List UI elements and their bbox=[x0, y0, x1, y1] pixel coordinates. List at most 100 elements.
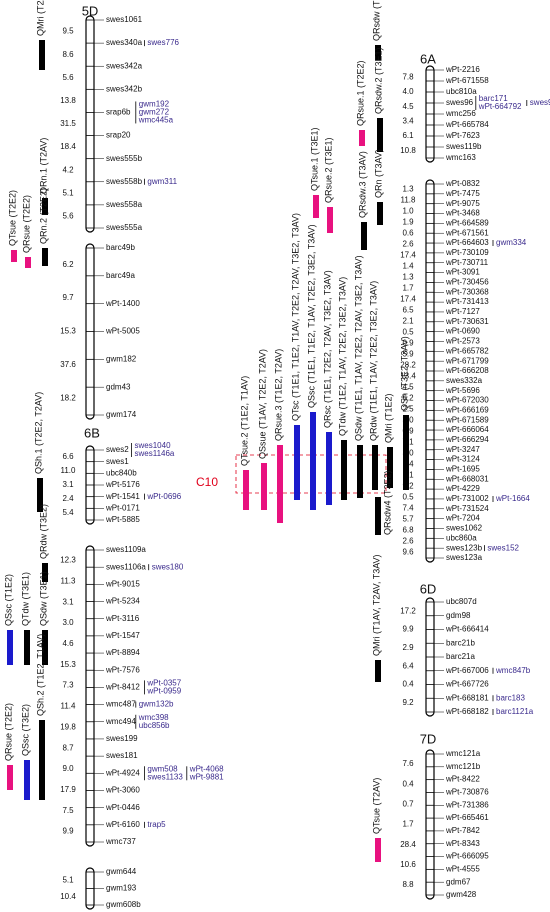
marker-name: wPt-3060 bbox=[105, 786, 140, 795]
chromosome-name: 6D bbox=[420, 581, 437, 596]
marker-name: wPt-668031 bbox=[445, 474, 489, 483]
marker-name: swes123a bbox=[446, 553, 483, 562]
marker-name: gwm193 bbox=[106, 884, 137, 893]
qtl-label: QRsue.1 (T2E2) bbox=[355, 60, 365, 126]
marker-name: wPt-5885 bbox=[105, 515, 140, 524]
chromosome-name: 5D bbox=[82, 3, 99, 18]
interval-distance: 7.3 bbox=[62, 681, 74, 690]
marker-note: gwm334 bbox=[496, 238, 527, 247]
marker-note: barc171 bbox=[479, 94, 508, 103]
qtl-label: QRsdw.2 (T3E1) bbox=[373, 47, 383, 114]
marker-name: wPt-8894 bbox=[105, 648, 140, 657]
qtl-label: QSh.2 (T1E2, T1AV) bbox=[35, 634, 45, 716]
marker-name: wPt-667726 bbox=[445, 680, 489, 689]
qtl-label: QSh (T3E2, T3AV) bbox=[399, 336, 409, 411]
marker-name: swes1106a bbox=[106, 562, 146, 571]
marker-name: wPt-5176 bbox=[105, 480, 140, 489]
qtl-bar bbox=[326, 432, 332, 505]
marker-note: wmc445a bbox=[138, 116, 174, 125]
region-label: C10 bbox=[196, 475, 218, 489]
interval-distance: 15.3 bbox=[60, 327, 76, 336]
qtl-bar bbox=[42, 198, 48, 215]
marker-name: wPt-671558 bbox=[445, 76, 489, 85]
interval-distance: 6.8 bbox=[402, 526, 414, 535]
marker-name: wPt-666169 bbox=[445, 405, 489, 414]
marker-name: barc21a bbox=[446, 652, 475, 661]
chromosome bbox=[85, 15, 95, 233]
marker-name: wPt-7475 bbox=[445, 189, 480, 198]
interval-distance: 9.5 bbox=[62, 27, 74, 36]
qtl-label: QRsue.2 (T3E1) bbox=[323, 137, 333, 203]
qtl-label: QTsue.2 (T1E2, T1AV) bbox=[239, 376, 249, 466]
marker-name: wPt-671561 bbox=[445, 228, 489, 237]
interval-distance: 2.5 bbox=[402, 405, 414, 414]
marker-name: wPt-5005 bbox=[105, 327, 140, 336]
marker-name: srap6b bbox=[106, 108, 131, 117]
marker-name: wPt-8422 bbox=[445, 775, 480, 784]
interval-distance: 8.7 bbox=[62, 743, 74, 752]
chromosome-name: 6B bbox=[84, 425, 100, 440]
interval-distance: 1.7 bbox=[402, 284, 414, 293]
marker-name: gwm608b bbox=[106, 900, 141, 909]
qtl-bar bbox=[11, 250, 17, 262]
interval-distance: 0.4 bbox=[402, 680, 414, 689]
marker-name: swes181 bbox=[106, 751, 138, 760]
marker-name: wPt-1695 bbox=[445, 465, 480, 474]
marker-name: wPt-730456 bbox=[445, 278, 489, 287]
marker-name: swes558b bbox=[106, 177, 143, 186]
qtl-bar bbox=[377, 118, 383, 152]
marker-name: wPt-664589 bbox=[445, 218, 489, 227]
marker-name: wPt-5234 bbox=[105, 597, 140, 606]
qtl-label: QRsue.3 (T1E2, T2AV) bbox=[273, 349, 283, 441]
marker-name: ubc807d bbox=[446, 597, 477, 606]
qtl-bar bbox=[42, 248, 48, 266]
interval-distance: 8.6 bbox=[62, 50, 74, 59]
interval-distance: 9.6 bbox=[402, 548, 414, 557]
marker-note: gwm132b bbox=[139, 700, 174, 709]
marker-name: wPt-668182 bbox=[445, 707, 489, 716]
marker-name: barc49a bbox=[106, 271, 135, 280]
qtl-label: QSh.1 (T2E2, T2AV) bbox=[33, 392, 43, 474]
qtl-label: QMri (T2AV) bbox=[35, 0, 45, 36]
marker-name: wPt-665782 bbox=[445, 346, 489, 355]
interval-distance: 37.6 bbox=[60, 360, 76, 369]
qtl-bar bbox=[375, 838, 381, 862]
interval-distance: 4.5 bbox=[402, 102, 414, 111]
marker-note: swes180 bbox=[152, 562, 184, 571]
interval-distance: 9.9 bbox=[402, 625, 414, 634]
interval-distance: 9.0 bbox=[62, 764, 74, 773]
marker-name: wPt-730631 bbox=[445, 317, 489, 326]
qtl-bar bbox=[37, 478, 43, 512]
qtl-label: QRn (T3AV) bbox=[373, 149, 383, 198]
interval-distance: 6.1 bbox=[402, 131, 414, 140]
interval-distance: 11.0 bbox=[61, 466, 77, 475]
chromosome-name: 7D bbox=[420, 731, 437, 746]
marker-name: wPt-2216 bbox=[445, 65, 480, 74]
qtl-label: QRdw (T1E1, T1AV, T2E2, T3E2, T3AV) bbox=[368, 281, 378, 441]
marker-name: wPt-7204 bbox=[445, 514, 480, 523]
marker-note: barc1121a bbox=[496, 707, 534, 716]
qtl-bar bbox=[313, 195, 319, 218]
marker-name: ubc840b bbox=[106, 468, 137, 477]
marker-name: wmc121a bbox=[445, 749, 481, 758]
marker-note: ubc856b bbox=[139, 721, 170, 730]
marker-note: wPt-1664 bbox=[495, 494, 530, 503]
interval-distance: 0.5 bbox=[402, 328, 414, 337]
marker-name: wPt-664603 bbox=[445, 238, 489, 247]
marker-name: swes332a bbox=[446, 376, 483, 385]
qtl-bar bbox=[25, 257, 31, 268]
marker-note: gwm192 bbox=[139, 100, 170, 109]
interval-distance: 7.8 bbox=[402, 72, 414, 81]
marker-name: wPt-730711 bbox=[445, 258, 489, 267]
marker-name: wPt-672030 bbox=[445, 396, 489, 405]
marker-name: wPt-3468 bbox=[445, 209, 480, 218]
qtl-label: QRdw (T3E2) bbox=[38, 504, 48, 559]
qtl-bar bbox=[7, 630, 13, 665]
marker-name: swes96 bbox=[446, 98, 474, 107]
marker-note: trap5 bbox=[147, 820, 166, 829]
interval-distance: 13.8 bbox=[60, 96, 76, 105]
marker-name: wPt-666208 bbox=[445, 366, 489, 375]
interval-distance: 1.3 bbox=[402, 273, 414, 282]
interval-distance: 1.3 bbox=[402, 185, 414, 194]
interval-distance: 5.4 bbox=[62, 508, 74, 517]
